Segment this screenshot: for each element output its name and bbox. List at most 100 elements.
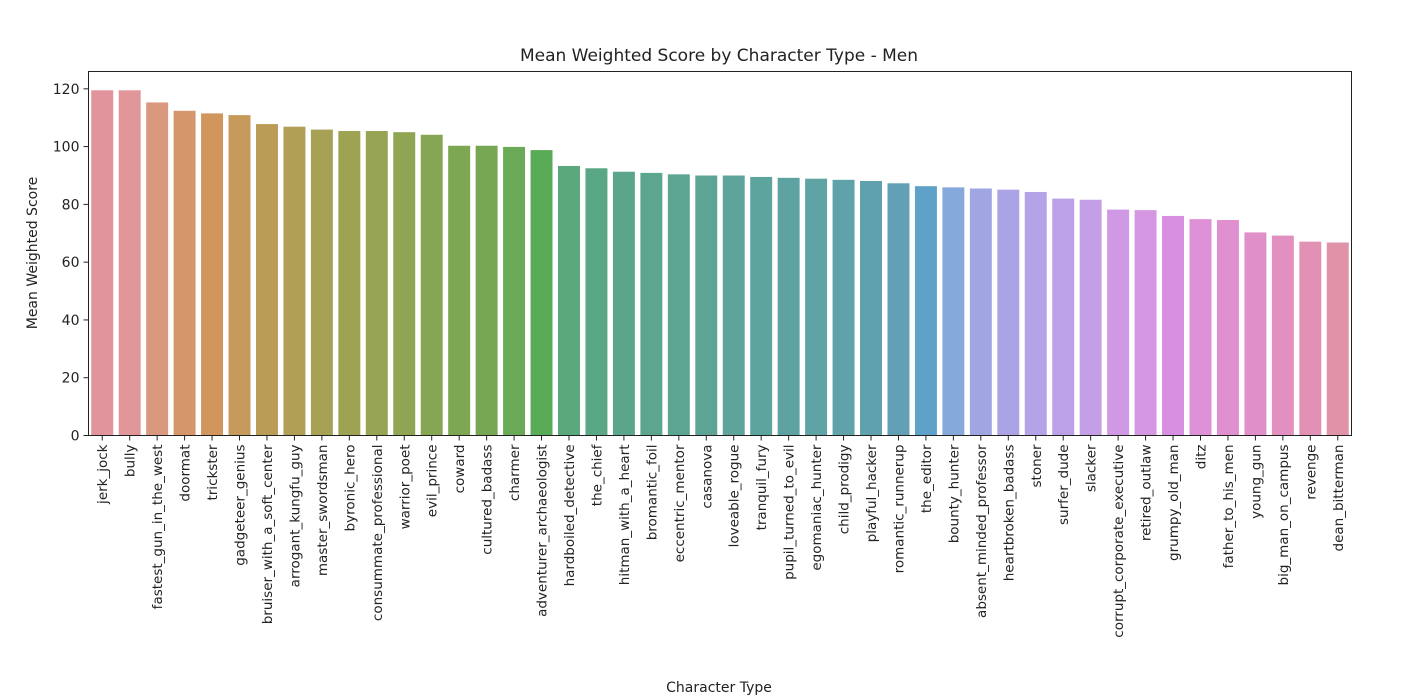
x-tick-label: pupil_turned_to_evil bbox=[782, 445, 798, 580]
bar-stoner bbox=[1024, 191, 1047, 436]
bar-revenge bbox=[1299, 241, 1322, 436]
bar-bounty_hunter bbox=[942, 187, 965, 436]
y-tick-label: 40 bbox=[62, 313, 80, 329]
x-tick-label: child_prodigy bbox=[837, 444, 853, 534]
x-tick-label: evil_prince bbox=[425, 445, 441, 518]
bar-dean_bitterman bbox=[1326, 242, 1349, 436]
x-tick-label: coward bbox=[452, 445, 468, 494]
bar-master_swordsman bbox=[310, 129, 333, 436]
x-tick-label: warrior_poet bbox=[397, 445, 413, 530]
bar-arrogant_kungfu_guy bbox=[283, 126, 306, 436]
bar-ditz bbox=[1189, 219, 1212, 436]
x-tick-label: the_editor bbox=[919, 444, 935, 513]
x-tick-label: the_chief bbox=[589, 443, 605, 506]
bar-casanova bbox=[695, 175, 718, 436]
bar-grumpy_old_man bbox=[1162, 215, 1185, 436]
bar-fastest_gun_in_the_west bbox=[146, 102, 169, 436]
bar-slacker bbox=[1079, 199, 1102, 436]
bar-egomaniac_hunter bbox=[805, 178, 828, 436]
bar-father_to_his_men bbox=[1216, 219, 1239, 436]
x-tick-label: trickster bbox=[205, 444, 221, 500]
x-tick-label: revenge bbox=[1303, 445, 1319, 500]
x-tick-label: gadgeteer_genius bbox=[233, 445, 249, 566]
y-tick-label: 80 bbox=[62, 197, 80, 213]
bar-absent_minded_professor bbox=[969, 188, 992, 436]
y-tick-label: 100 bbox=[53, 140, 80, 156]
bar-romantic_runnerup bbox=[887, 183, 910, 436]
y-tick-label: 20 bbox=[62, 371, 80, 387]
y-axis-label: Mean Weighted Score bbox=[25, 177, 41, 330]
bar-the_chief bbox=[585, 168, 608, 436]
bar-retired_outlaw bbox=[1134, 210, 1157, 436]
bar-consummate_professional bbox=[365, 131, 388, 436]
y-tick-label: 120 bbox=[53, 82, 80, 98]
bars-group bbox=[91, 90, 1349, 436]
x-tick-label: heartbroken_badass bbox=[1001, 445, 1017, 582]
x-tick-label: jerk_jock bbox=[95, 444, 111, 505]
bar-tranquil_fury bbox=[750, 176, 773, 436]
x-tick-label: fastest_gun_in_the_west bbox=[150, 445, 166, 610]
x-tick-label: master_swordsman bbox=[315, 445, 331, 577]
x-tick-label: hardboiled_detective bbox=[562, 445, 578, 587]
bar-big_man_on_campus bbox=[1271, 235, 1294, 436]
y-tick-label: 0 bbox=[71, 429, 80, 445]
bar-pupil_turned_to_evil bbox=[777, 177, 800, 436]
x-axis: jerk_jock bully fastest_gun_in_the_west doo… bbox=[95, 435, 1347, 638]
bar-heartbroken_badass bbox=[997, 189, 1020, 436]
x-axis-label: Character Type bbox=[666, 680, 772, 696]
bar-bully bbox=[118, 90, 141, 436]
x-tick-label: young_gun bbox=[1248, 445, 1264, 519]
x-tick-label: eccentric_mentor bbox=[672, 444, 688, 562]
bar-child_prodigy bbox=[832, 179, 855, 436]
x-tick-label: hitman_with_a_heart bbox=[617, 445, 633, 586]
x-tick-label: arrogant_kungfu_guy bbox=[287, 445, 303, 588]
x-tick-label: bruiser_with_a_soft_center bbox=[260, 444, 276, 624]
bar-trickster bbox=[201, 113, 224, 436]
bar-coward bbox=[448, 145, 471, 436]
x-tick-label: charmer bbox=[507, 444, 523, 501]
x-tick-label: loveable_rogue bbox=[727, 445, 743, 548]
x-tick-label: casanova bbox=[699, 445, 715, 509]
bar-doormat bbox=[173, 110, 196, 436]
x-tick-label: slacker bbox=[1084, 444, 1100, 492]
x-tick-label: ditz bbox=[1193, 445, 1209, 470]
bar-corrupt_corporate_executive bbox=[1107, 209, 1130, 436]
x-tick-label: retired_outlaw bbox=[1139, 445, 1155, 542]
x-tick-label: byronic_hero bbox=[342, 445, 358, 532]
x-tick-label: surfer_dude bbox=[1056, 445, 1072, 526]
x-tick-label: egomaniac_hunter bbox=[809, 444, 825, 571]
plot-frame bbox=[88, 71, 1352, 436]
x-tick-label: playful_hacker bbox=[864, 444, 880, 542]
bar-bruiser_with_a_soft_center bbox=[255, 124, 278, 436]
bar-bromantic_foil bbox=[640, 172, 663, 436]
bar-evil_prince bbox=[420, 134, 443, 436]
bar-warrior_poet bbox=[393, 132, 416, 436]
chart-title: Mean Weighted Score by Character Type - … bbox=[520, 46, 918, 66]
x-tick-label: bounty_hunter bbox=[946, 444, 962, 543]
x-tick-label: big_man_on_campus bbox=[1276, 445, 1292, 586]
y-axis: 0 20 40 60 80 100 120 bbox=[53, 82, 89, 445]
y-tick-label: 60 bbox=[62, 255, 80, 271]
bar-the_editor bbox=[914, 186, 937, 436]
x-tick-label: absent_minded_professor bbox=[974, 444, 990, 618]
bar-gadgeteer_genius bbox=[228, 115, 251, 436]
bar-hardboiled_detective bbox=[558, 165, 580, 436]
bar-surfer_dude bbox=[1052, 198, 1075, 436]
bar-young_gun bbox=[1244, 232, 1267, 436]
x-tick-label: dean_bitterman bbox=[1331, 445, 1347, 552]
bar-charmer bbox=[503, 146, 526, 436]
x-tick-label: doormat bbox=[178, 445, 194, 502]
x-tick-label: romantic_runnerup bbox=[891, 445, 907, 574]
x-tick-label: cultured_badass bbox=[480, 445, 496, 555]
x-tick-label: grumpy_old_man bbox=[1166, 445, 1182, 561]
x-tick-label: bully bbox=[123, 444, 139, 477]
bar-loveable_rogue bbox=[722, 175, 745, 436]
x-tick-label: tranquil_fury bbox=[754, 444, 770, 530]
bar-byronic_hero bbox=[338, 131, 361, 436]
bar-cultured_badass bbox=[475, 145, 498, 436]
bar-adventurer_archaeologist bbox=[530, 150, 553, 436]
bar-jerk_jock bbox=[91, 90, 114, 436]
x-tick-label: father_to_his_men bbox=[1221, 445, 1237, 569]
bar-playful_hacker bbox=[860, 180, 882, 436]
